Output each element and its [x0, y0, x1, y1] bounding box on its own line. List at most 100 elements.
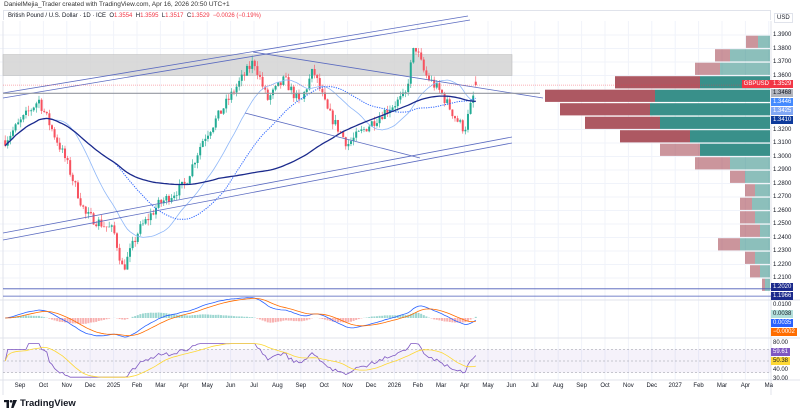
low-value: 1.3517 [165, 13, 184, 19]
candle-body [63, 148, 66, 159]
candle-body [188, 176, 191, 184]
macd-histogram-bar [292, 318, 295, 322]
time-axis-label: Dec [365, 383, 377, 389]
time-axis-label: Sep [576, 383, 587, 389]
candle-body [391, 107, 394, 111]
volume-profile-buy-bar [700, 143, 770, 156]
time-axis-label: Jul [530, 383, 539, 389]
macd-histogram-bar [264, 318, 267, 322]
candle-body [115, 233, 118, 248]
macd-histogram-bar [240, 316, 243, 318]
macd-histogram-bar [334, 318, 337, 322]
macd-histogram-bar [102, 318, 105, 320]
candle-body [329, 108, 332, 111]
volume-profile-sell-bar [746, 35, 758, 48]
candle-body [269, 95, 272, 100]
volume-profile-sell-bar [718, 238, 740, 251]
candle-body [456, 118, 459, 122]
low-label: L [161, 13, 166, 19]
macd-histogram-bar [235, 316, 238, 318]
volume-profile-sell-bar [740, 211, 755, 224]
time-axis-label: Oct [319, 383, 329, 389]
macd-histogram-bar [108, 318, 111, 319]
macd-histogram-bar [167, 313, 170, 318]
candle-body [438, 83, 441, 90]
candle-body [76, 182, 79, 199]
brand-name: TradingView [20, 398, 76, 409]
candle-body [74, 181, 77, 183]
rsi-axis-label: 30.00 [773, 376, 789, 382]
price-axis-label: 1.2100 [773, 275, 792, 281]
macd-histogram-bar [206, 314, 209, 318]
macd-histogram-bar [199, 314, 202, 318]
macd-histogram-bar [222, 315, 225, 318]
price-axis-label: 1.3800 [773, 45, 792, 52]
close-label: C [186, 13, 192, 19]
candle-body [368, 126, 371, 132]
macd-histogram-bar [394, 315, 397, 318]
macd-histogram-bar [381, 315, 384, 318]
candle-body [219, 110, 222, 114]
time-axis-label: 2025 [106, 383, 121, 389]
macd-histogram-bar [123, 318, 126, 320]
macd-histogram-bar [230, 315, 233, 318]
candle-body [178, 184, 181, 196]
macd-histogram-bar [347, 318, 350, 323]
candle-body [32, 107, 35, 111]
price-axis-label: 1.2300 [773, 248, 792, 254]
volume-profile-sell-bar [695, 157, 730, 170]
price-tag: 1.3410 [771, 116, 794, 124]
candle-body [9, 135, 12, 141]
candle-body [451, 109, 454, 117]
volume-profile-sell-bar [620, 130, 690, 143]
trendline [244, 112, 421, 159]
macd-histogram-bar [251, 317, 254, 318]
macd-histogram-bar [355, 318, 358, 320]
macd-histogram-bar [409, 313, 412, 318]
macd-histogram-bar [290, 318, 293, 321]
candle-body [256, 66, 259, 75]
candle-body [373, 121, 376, 126]
tradingview-logo[interactable]: TradingView [4, 398, 76, 409]
candle-body [11, 130, 14, 136]
price-tag: 1.2020 [771, 283, 794, 291]
currency-selector[interactable]: USD [774, 13, 793, 23]
price-tag: 1.3425 [771, 107, 794, 115]
time-axis-label: Nov [342, 383, 353, 389]
macd-histogram-bar [321, 318, 324, 319]
macd-histogram-bar [412, 312, 415, 318]
candle-body [123, 264, 126, 270]
candle-body [258, 74, 261, 77]
candle-body [323, 92, 326, 100]
volume-profile-sell-bar [740, 224, 760, 237]
macd-histogram-bar [204, 314, 207, 318]
volume-profile-sell-bar [745, 184, 755, 197]
macd-histogram-bar [32, 315, 35, 318]
macd-histogram-bar [180, 314, 183, 318]
candle-body [35, 103, 38, 108]
rsi-axis-label: 40.00 [773, 367, 789, 373]
macd-histogram-bar [219, 315, 222, 318]
candle-body [144, 219, 147, 224]
time-axis-label: Ma [764, 383, 773, 389]
candle-body [305, 89, 308, 93]
time-axis-label: Dec [84, 383, 96, 389]
candle-body [193, 162, 196, 165]
volume-profile-buy-bar [720, 62, 770, 75]
candle-body [474, 81, 477, 86]
candle-body [19, 119, 22, 123]
macd-histogram-bar [248, 317, 251, 318]
candle-body [82, 205, 85, 207]
candle-body [386, 109, 389, 113]
macd-histogram-bar [131, 316, 134, 318]
candle-body [58, 142, 61, 150]
macd-histogram-bar [448, 318, 451, 322]
time-axis-label: Feb [693, 383, 704, 389]
macd-histogram-bar [217, 314, 220, 318]
volume-profile-buy-bar [758, 35, 770, 48]
trendline [2, 142, 513, 241]
candle-body [352, 137, 355, 142]
time-axis-label: 2027 [668, 383, 682, 389]
candle-body [50, 125, 53, 130]
